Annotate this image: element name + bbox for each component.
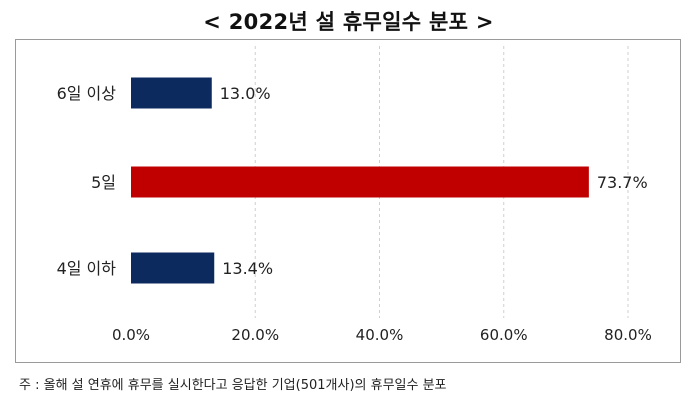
bar <box>131 77 212 109</box>
x-tick-label: 40.0% <box>356 326 404 344</box>
x-tick-label: 20.0% <box>231 326 279 344</box>
chart-title: < 2022년 설 휴무일수 분포 > <box>203 10 494 34</box>
bar <box>131 166 589 198</box>
category-label: 6일 이상 <box>57 84 117 103</box>
chart-area: 0.0% 20.0% 40.0% 60.0% 80.0% 6일 이상 13.0% 5일 73.7… <box>15 39 681 363</box>
category-label: 4일 이하 <box>57 259 117 278</box>
data-label: 13.0% <box>220 84 271 103</box>
category-label: 5일 <box>91 173 116 192</box>
x-tick-label: 60.0% <box>480 326 528 344</box>
data-label: 73.7% <box>597 173 648 192</box>
data-label: 13.4% <box>222 259 273 278</box>
x-tick-label: 80.0% <box>604 326 652 344</box>
bar-chart: 0.0% 20.0% 40.0% 60.0% 80.0% 6일 이상 13.0% 5일 73.7… <box>57 46 652 344</box>
bar <box>131 252 215 284</box>
x-tick-label: 0.0% <box>112 326 150 344</box>
footnote: 주 : 올해 설 연휴에 휴무를 실시한다고 응답한 기업(501개사)의 휴무… <box>19 378 447 393</box>
